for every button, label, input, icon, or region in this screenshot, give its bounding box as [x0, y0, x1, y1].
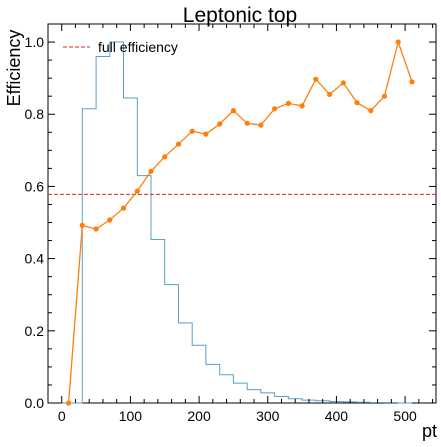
efficiency-point	[189, 128, 195, 134]
efficiency-point	[244, 120, 250, 126]
efficiency-point	[175, 141, 182, 147]
efficiency-point	[299, 103, 305, 109]
legend: full efficiency	[63, 39, 178, 55]
legend-label-full-efficiency: full efficiency	[98, 39, 178, 55]
axes: 0 100 200 300 400 500 0.0 0.2 0.4 0.6 0.8 1.0	[25, 24, 436, 424]
y-tick-label: 0.4	[25, 251, 45, 267]
efficiency-point	[93, 226, 99, 232]
efficiency-point	[272, 106, 278, 112]
efficiency-point	[79, 222, 85, 228]
efficiency-point	[285, 100, 291, 106]
efficiency-point	[162, 154, 168, 160]
efficiency-point	[327, 91, 333, 97]
efficiency-point	[217, 121, 223, 127]
efficiency-point	[354, 100, 360, 106]
efficiency-point	[107, 217, 113, 223]
efficiency-point	[395, 39, 401, 45]
efficiency-point	[340, 80, 346, 86]
efficiency-point	[148, 168, 154, 174]
efficiency-point	[203, 131, 209, 137]
x-tick-label: 400	[325, 408, 349, 424]
efficiency-line	[67, 39, 413, 404]
efficiency-point	[381, 93, 388, 99]
plot-area	[48, 39, 436, 406]
efficiency-point	[368, 108, 374, 114]
histogram-outline	[61, 41, 412, 404]
x-tick-label: 100	[119, 408, 143, 424]
x-axis-label: pt	[422, 421, 437, 441]
plot-frame	[47, 23, 437, 404]
y-tick-label: 0.8	[25, 106, 45, 122]
efficiency-point	[409, 79, 415, 85]
efficiency-point	[258, 122, 264, 128]
x-tick-label: 300	[256, 408, 280, 424]
x-tick-label: 200	[187, 408, 211, 424]
efficiency-point	[134, 188, 140, 194]
efficiency-point	[313, 76, 319, 82]
y-axis-label: Efficiency	[4, 30, 24, 107]
chart-title: Leptonic top	[183, 4, 297, 27]
y-tick-label: 0.2	[25, 323, 45, 339]
x-tick-label: 0	[58, 408, 66, 424]
efficiency-point	[66, 400, 72, 406]
efficiency-point	[230, 108, 236, 114]
efficiency-point	[120, 205, 127, 211]
y-tick-label: 0.0	[25, 395, 45, 411]
y-tick-label: 0.6	[25, 178, 45, 194]
y-tick-label: 1.0	[25, 34, 45, 50]
x-tick-label: 500	[393, 408, 417, 424]
